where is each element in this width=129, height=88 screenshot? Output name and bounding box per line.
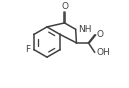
Text: F: F xyxy=(26,45,31,54)
Text: OH: OH xyxy=(96,48,110,57)
Text: NH: NH xyxy=(78,25,91,34)
Text: O: O xyxy=(61,2,68,11)
Text: O: O xyxy=(96,30,103,39)
